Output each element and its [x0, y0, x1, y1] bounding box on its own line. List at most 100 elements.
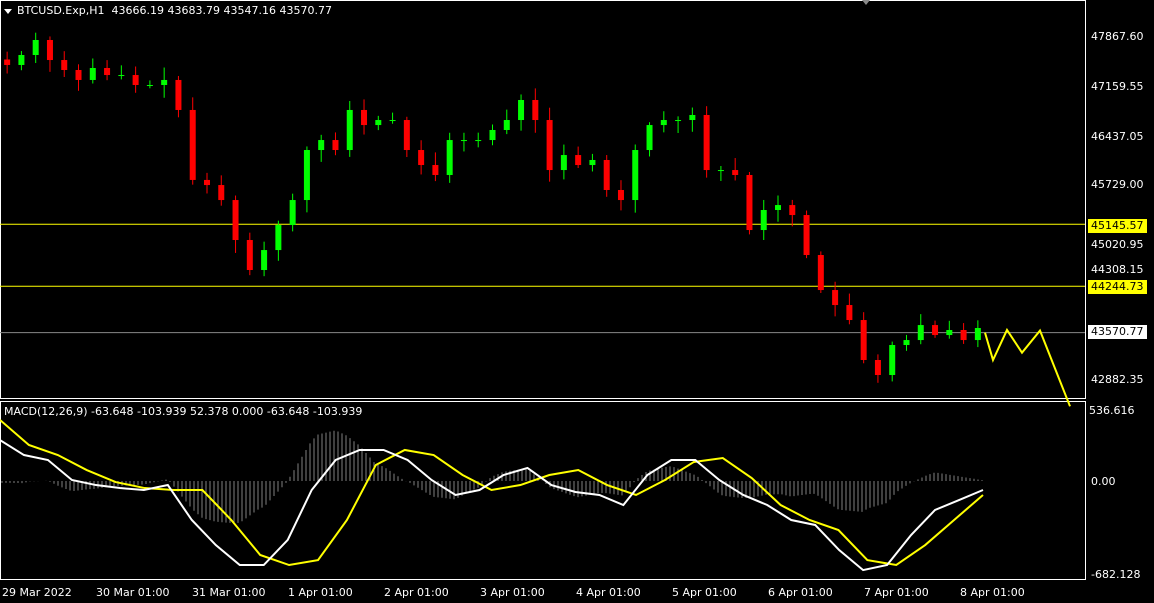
candle-body — [532, 99, 539, 121]
time-tick: 1 Apr 01:00 — [288, 586, 353, 599]
macd-tick: 0.00 — [1091, 475, 1116, 488]
macd-main-line — [0, 439, 984, 572]
candle-body — [146, 84, 153, 86]
candle-body — [617, 189, 624, 201]
candle-body — [418, 150, 425, 166]
price-tick: 47867.60 — [1091, 30, 1144, 43]
candle-body — [460, 140, 467, 142]
candle-body — [32, 39, 39, 55]
candle-body — [332, 140, 339, 151]
candle-body — [118, 75, 125, 77]
macd-panel-frame — [0, 401, 1086, 580]
dropdown-triangle-icon[interactable] — [4, 8, 12, 14]
candle-body — [61, 60, 68, 70]
candle-body — [18, 54, 25, 65]
macd-label: MACD(12,26,9) -63.648 -103.939 52.378 0.… — [4, 405, 363, 418]
candle-body — [560, 155, 567, 171]
time-tick: 7 Apr 01:00 — [864, 586, 929, 599]
candle-body — [489, 129, 496, 141]
candle-body — [132, 75, 139, 85]
candle-body — [675, 120, 682, 122]
candle-body — [832, 290, 839, 306]
level-tag: 45145.57 — [1088, 219, 1147, 233]
candle-body — [503, 120, 510, 130]
candle-body — [960, 330, 967, 341]
price-tick: 42882.35 — [1091, 373, 1144, 386]
time-tick: 8 Apr 01:00 — [960, 586, 1025, 599]
candle-body — [575, 155, 582, 166]
candle-body — [375, 120, 382, 126]
price-tick: 44308.15 — [1091, 263, 1144, 276]
candle-body — [303, 150, 310, 201]
candle-body — [717, 170, 724, 172]
candle-body — [446, 140, 453, 175]
candle-body — [589, 159, 596, 166]
time-tick: 3 Apr 01:00 — [480, 586, 545, 599]
candle-body — [746, 174, 753, 231]
candle-body — [4, 59, 11, 65]
time-tick: 31 Mar 01:00 — [192, 586, 266, 599]
candle-body — [803, 215, 810, 256]
ohlc-values: 43666.19 43683.79 43547.16 43570.77 — [111, 4, 332, 17]
candle-body — [232, 200, 239, 241]
candle-body — [161, 79, 168, 85]
candle-body — [403, 120, 410, 151]
candle-body — [775, 205, 782, 211]
candle-body — [361, 109, 368, 126]
candle-body — [175, 79, 182, 110]
candle-body — [789, 205, 796, 216]
candle-body — [289, 200, 296, 226]
candle-body — [817, 255, 824, 291]
candle-body — [218, 185, 225, 201]
candle-body — [432, 165, 439, 175]
candle-body — [104, 68, 111, 76]
candle-body — [860, 320, 867, 361]
candle-body — [903, 340, 910, 346]
time-tick: 6 Apr 01:00 — [768, 586, 833, 599]
candle-body — [75, 69, 82, 80]
candle-body — [318, 140, 325, 151]
candle-body — [974, 328, 981, 341]
candle-body — [518, 99, 525, 121]
time-tick: 4 Apr 01:00 — [576, 586, 641, 599]
candle-body — [660, 120, 667, 126]
macd-tick: -682.128 — [1091, 568, 1141, 581]
candle-body — [346, 109, 353, 151]
candle-body — [189, 109, 196, 180]
time-tick: 2 Apr 01:00 — [384, 586, 449, 599]
candle-body — [632, 150, 639, 201]
shift-marker-icon — [862, 0, 870, 5]
time-tick: 30 Mar 01:00 — [96, 586, 170, 599]
candle-body — [261, 250, 268, 271]
candle-body — [932, 325, 939, 336]
price-panel-frame — [0, 0, 1086, 399]
candle-body — [603, 159, 610, 190]
candle-body — [475, 140, 482, 142]
symbol-label: BTCUSD.Exp,H1 — [17, 4, 105, 17]
candle-body — [46, 39, 53, 61]
price-tick: 45729.00 — [1091, 178, 1144, 191]
time-tick: 29 Mar 2022 — [2, 586, 72, 599]
candle-body — [946, 330, 953, 336]
candle-body — [889, 345, 896, 376]
candle-body — [846, 305, 853, 321]
candle-body — [732, 170, 739, 175]
level-tag: 44244.73 — [1088, 280, 1147, 294]
candle-body — [874, 360, 881, 376]
candle-body — [917, 325, 924, 341]
candle-body — [275, 225, 282, 251]
macd-signal-line — [0, 419, 984, 567]
chart-title: BTCUSD.Exp,H1 43666.19 43683.79 43547.16… — [4, 4, 332, 17]
candle-body — [703, 114, 710, 171]
price-tick: 46437.05 — [1091, 130, 1144, 143]
candle-body — [689, 114, 696, 121]
candle-body — [89, 68, 96, 80]
candle-body — [389, 120, 396, 122]
candle-body — [646, 125, 653, 151]
time-tick: 5 Apr 01:00 — [672, 586, 737, 599]
candle-body — [246, 240, 253, 271]
candle-body — [203, 179, 210, 186]
price-tick: 45020.95 — [1091, 238, 1144, 251]
candle-body — [546, 120, 553, 171]
